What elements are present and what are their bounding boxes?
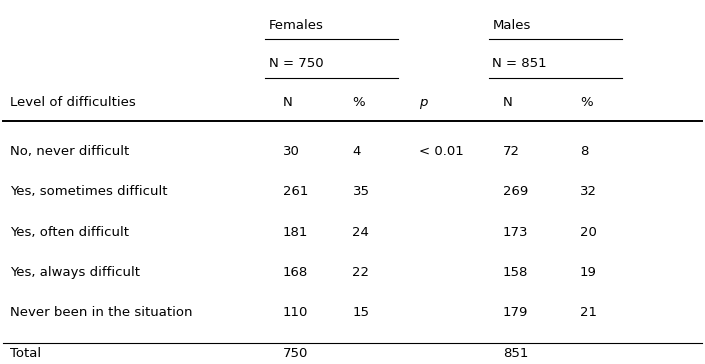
Text: Males: Males (492, 19, 531, 32)
Text: 851: 851 (503, 347, 528, 360)
Text: 110: 110 (283, 306, 308, 320)
Text: Yes, sometimes difficult: Yes, sometimes difficult (10, 185, 167, 198)
Text: 22: 22 (352, 266, 369, 279)
Text: N = 750: N = 750 (269, 57, 323, 70)
Text: 30: 30 (283, 145, 300, 158)
Text: 35: 35 (352, 185, 369, 198)
Text: 32: 32 (580, 185, 597, 198)
Text: 19: 19 (580, 266, 596, 279)
Text: Yes, always difficult: Yes, always difficult (10, 266, 140, 279)
Text: 21: 21 (580, 306, 597, 320)
Text: 168: 168 (283, 266, 308, 279)
Text: N: N (503, 96, 513, 109)
Text: 181: 181 (283, 226, 308, 239)
Text: No, never difficult: No, never difficult (10, 145, 129, 158)
Text: %: % (352, 96, 365, 109)
Text: %: % (580, 96, 592, 109)
Text: Yes, often difficult: Yes, often difficult (10, 226, 129, 239)
Text: 261: 261 (283, 185, 308, 198)
Text: Level of difficulties: Level of difficulties (10, 96, 135, 109)
Text: p: p (419, 96, 427, 109)
Text: 8: 8 (580, 145, 588, 158)
Text: 269: 269 (503, 185, 528, 198)
Text: Never been in the situation: Never been in the situation (10, 306, 192, 320)
Text: 750: 750 (283, 347, 308, 360)
Text: N = 851: N = 851 (492, 57, 547, 70)
Text: < 0.01: < 0.01 (419, 145, 464, 158)
Text: 158: 158 (503, 266, 528, 279)
Text: 173: 173 (503, 226, 528, 239)
Text: 24: 24 (352, 226, 369, 239)
Text: 20: 20 (580, 226, 596, 239)
Text: Females: Females (269, 19, 324, 32)
Text: N: N (283, 96, 293, 109)
Text: 4: 4 (352, 145, 361, 158)
Text: Total: Total (10, 347, 41, 360)
Text: 179: 179 (503, 306, 528, 320)
Text: 15: 15 (352, 306, 369, 320)
Text: 72: 72 (503, 145, 520, 158)
